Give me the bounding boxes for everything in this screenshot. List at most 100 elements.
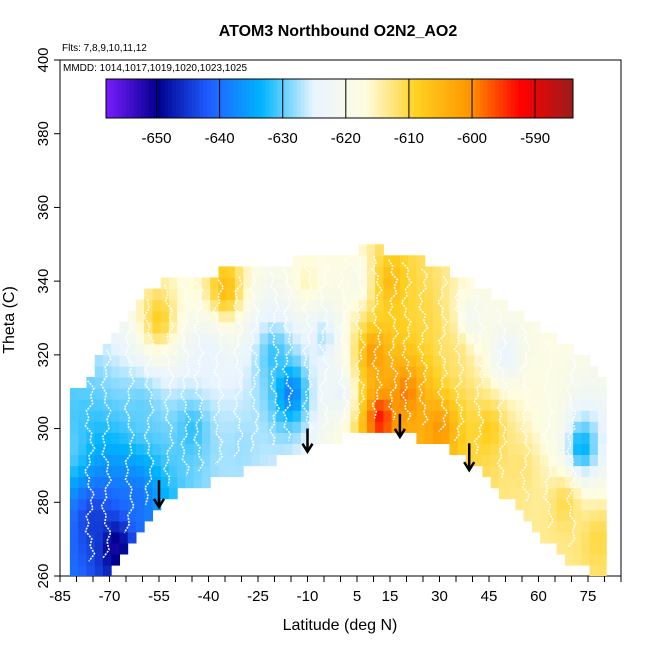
heatmap-cell	[457, 443, 467, 455]
heatmap-cell	[548, 388, 558, 400]
heatmap-cell	[556, 509, 566, 522]
heatmap-cell	[556, 365, 566, 378]
heatmap-cell	[119, 454, 129, 467]
heatmap-cell	[399, 266, 409, 279]
heatmap-cell	[259, 343, 269, 356]
heatmap-cell	[333, 343, 343, 356]
colorbar-segment	[211, 79, 216, 118]
colorbar-segment	[534, 79, 539, 118]
heatmap-cell	[366, 388, 376, 400]
heatmap-cell	[416, 310, 426, 323]
heatmap-cell	[119, 443, 129, 455]
heatmap-cell	[449, 365, 459, 378]
heatmap-cell	[399, 365, 409, 378]
heatmap-cell	[424, 410, 434, 422]
heatmap-cell	[317, 310, 327, 323]
heatmap-cell	[408, 365, 417, 378]
heatmap-cell	[350, 377, 360, 389]
heatmap-cell	[69, 498, 79, 511]
heatmap-cell	[243, 321, 252, 334]
colorbar-segment	[506, 79, 512, 118]
heatmap-cell	[309, 432, 318, 444]
heatmap-cell	[548, 509, 558, 522]
heatmap-cell	[119, 410, 129, 422]
heatmap-cell	[168, 343, 178, 356]
heatmap-cell	[300, 421, 310, 433]
heatmap-cell	[276, 365, 285, 378]
heatmap-cell	[210, 410, 219, 422]
heatmap-cell	[193, 388, 203, 400]
heatmap-cell	[325, 343, 335, 356]
heatmap-cell	[498, 454, 508, 467]
heatmap-cell	[441, 343, 450, 356]
heatmap-layer	[69, 244, 607, 576]
colorbar-segment	[432, 79, 438, 118]
heatmap-cell	[457, 399, 467, 411]
colorbar-segment	[553, 79, 558, 118]
colorbar-segment	[207, 79, 212, 118]
heatmap-cell	[597, 487, 607, 500]
heatmap-cell	[556, 465, 566, 478]
heatmap-cell	[457, 365, 467, 378]
heatmap-cell	[391, 299, 401, 312]
heatmap-cell	[490, 388, 500, 400]
heatmap-cell	[127, 310, 137, 323]
heatmap-cell	[350, 255, 360, 267]
heatmap-cell	[226, 266, 236, 279]
heatmap-cell	[168, 365, 178, 378]
heatmap-cell	[284, 443, 294, 455]
heatmap-cell	[465, 299, 475, 312]
heatmap-cell	[300, 410, 310, 422]
heatmap-cell	[135, 465, 145, 478]
heatmap-cell	[523, 365, 533, 378]
heatmap-cell	[589, 487, 599, 500]
heatmap-cell	[325, 399, 335, 411]
heatmap-cell	[515, 399, 525, 411]
heatmap-cell	[333, 432, 343, 444]
heatmap-cell	[292, 388, 302, 400]
colorbar-segment	[269, 79, 274, 118]
heatmap-cell	[243, 354, 252, 367]
colorbar-segment	[518, 79, 523, 118]
heatmap-cell	[573, 354, 582, 367]
heatmap-cell	[111, 465, 120, 478]
heatmap-cell	[210, 277, 219, 290]
heatmap-cell	[432, 310, 442, 323]
heatmap-cell	[160, 432, 170, 444]
heatmap-cell	[144, 399, 153, 411]
heatmap-cell	[168, 354, 178, 367]
heatmap-cell	[515, 432, 525, 444]
heatmap-cell	[597, 476, 607, 489]
heatmap-cell	[515, 465, 525, 478]
heatmap-cell	[515, 365, 525, 378]
heatmap-cell	[490, 421, 500, 433]
heatmap-cell	[135, 454, 145, 467]
heatmap-cell	[391, 410, 401, 422]
colorbar: -650 -640 -630 -620 -610 -600 -590	[105, 78, 574, 147]
heatmap-cell	[457, 343, 467, 356]
heatmap-cell	[226, 421, 236, 433]
colorbar-segment	[273, 79, 278, 118]
heatmap-cell	[234, 365, 244, 378]
heatmap-cell	[482, 443, 492, 455]
colorbar-segment	[514, 79, 520, 118]
heatmap-cell	[432, 288, 442, 301]
heatmap-cell	[292, 343, 302, 356]
heatmap-cell	[127, 487, 137, 500]
heatmap-cell	[449, 299, 459, 312]
heatmap-cell	[292, 310, 302, 323]
heatmap-cell	[556, 410, 566, 422]
heatmap-cell	[102, 553, 112, 566]
heatmap-cell	[366, 266, 376, 279]
heatmap-cell	[391, 332, 401, 345]
heatmap-cell	[589, 564, 599, 576]
heatmap-cell	[457, 354, 467, 367]
heatmap-cell	[119, 354, 129, 367]
colorbar-segment	[460, 79, 465, 118]
heatmap-cell	[185, 443, 195, 455]
heatmap-cell	[449, 388, 459, 400]
heatmap-cell	[94, 377, 104, 389]
heatmap-cell	[531, 487, 541, 500]
heatmap-cell	[177, 354, 186, 367]
heatmap-cell	[350, 321, 360, 334]
